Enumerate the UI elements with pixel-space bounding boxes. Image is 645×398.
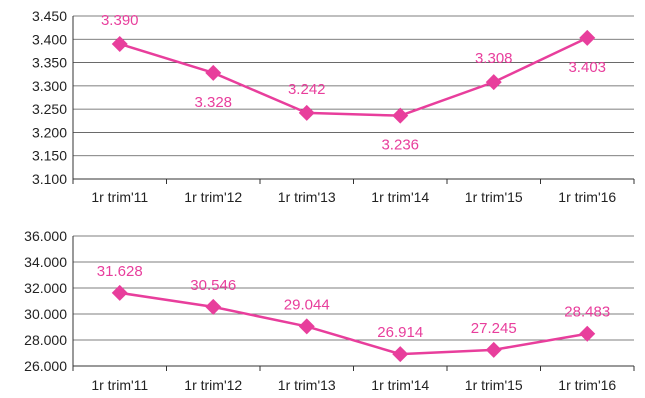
bottom-ytick-label: 32.000	[24, 280, 67, 296]
top-category-label: 1r trim'14	[371, 189, 429, 205]
bottom-data-label: 30.546	[190, 277, 236, 294]
bottom-data-label: 29.044	[284, 296, 330, 313]
bottom-category-label: 1r trim'15	[465, 377, 523, 393]
top-data-point	[485, 74, 502, 91]
top-category-label: 1r trim'13	[278, 189, 336, 205]
top-data-point	[579, 29, 596, 46]
top-data-label: 3.308	[475, 50, 513, 67]
bottom-category-label: 1r trim'16	[558, 377, 616, 393]
top-ytick-label: 3.150	[32, 148, 67, 164]
top-data-label: 3.328	[194, 94, 232, 111]
bottom-data-label: 27.245	[471, 320, 517, 337]
bottom-ytick-label: 28.000	[24, 332, 67, 348]
top-data-label: 3.403	[568, 59, 606, 76]
bottom-category-label: 1r trim'14	[371, 377, 429, 393]
bottom-data-point	[579, 325, 596, 342]
chart-top: 3.100 3.150 3.200 3.250 3.300 3.350 3.400 3.450…	[32, 8, 635, 205]
top-ytick-label: 3.100	[32, 171, 67, 187]
bottom-ytick-label: 36.000	[24, 228, 67, 244]
top-ytick-label: 3.350	[32, 55, 67, 71]
top-category-label: 1r trim'16	[558, 189, 616, 205]
top-ytick-label: 3.200	[32, 124, 67, 140]
top-ytick-label: 3.250	[32, 101, 67, 117]
bottom-category-label: 1r trim'13	[278, 377, 336, 393]
top-data-point	[205, 64, 222, 81]
bottom-ytick-label: 30.000	[24, 306, 67, 322]
bottom-ytick-label: 26.000	[24, 358, 67, 374]
bottom-data-point	[485, 341, 502, 358]
top-ytick-label: 3.450	[32, 8, 67, 24]
top-data-point	[111, 35, 128, 52]
top-data-point	[392, 107, 409, 124]
top-data-point	[298, 104, 315, 121]
bottom-data-point	[392, 346, 409, 363]
bottom-data-point	[111, 284, 128, 301]
bottom-data-label: 31.628	[97, 263, 143, 280]
top-series-line	[119, 36, 588, 117]
top-data-label: 3.242	[288, 81, 326, 98]
bottom-series-line	[119, 291, 588, 356]
bottom-ytick-label: 34.000	[24, 254, 67, 270]
top-ytick-label: 3.400	[32, 31, 67, 47]
top-data-label: 3.390	[101, 12, 139, 29]
chart-bottom: 26.000 28.000 30.000 32.000 34.000 36.000 1r t…	[24, 228, 635, 393]
bottom-data-point	[205, 298, 222, 315]
bottom-data-label: 28.483	[564, 304, 610, 321]
bottom-data-point	[298, 318, 315, 335]
bottom-category-label: 1r trim'11	[91, 377, 148, 393]
top-category-label: 1r trim'12	[184, 189, 242, 205]
bottom-data-label: 26.914	[377, 324, 423, 341]
top-category-label: 1r trim'15	[465, 189, 523, 205]
top-data-label: 3.236	[381, 137, 419, 154]
bottom-category-label: 1r trim'12	[184, 377, 242, 393]
top-ytick-label: 3.300	[32, 78, 67, 94]
top-category-label: 1r trim'11	[91, 189, 148, 205]
